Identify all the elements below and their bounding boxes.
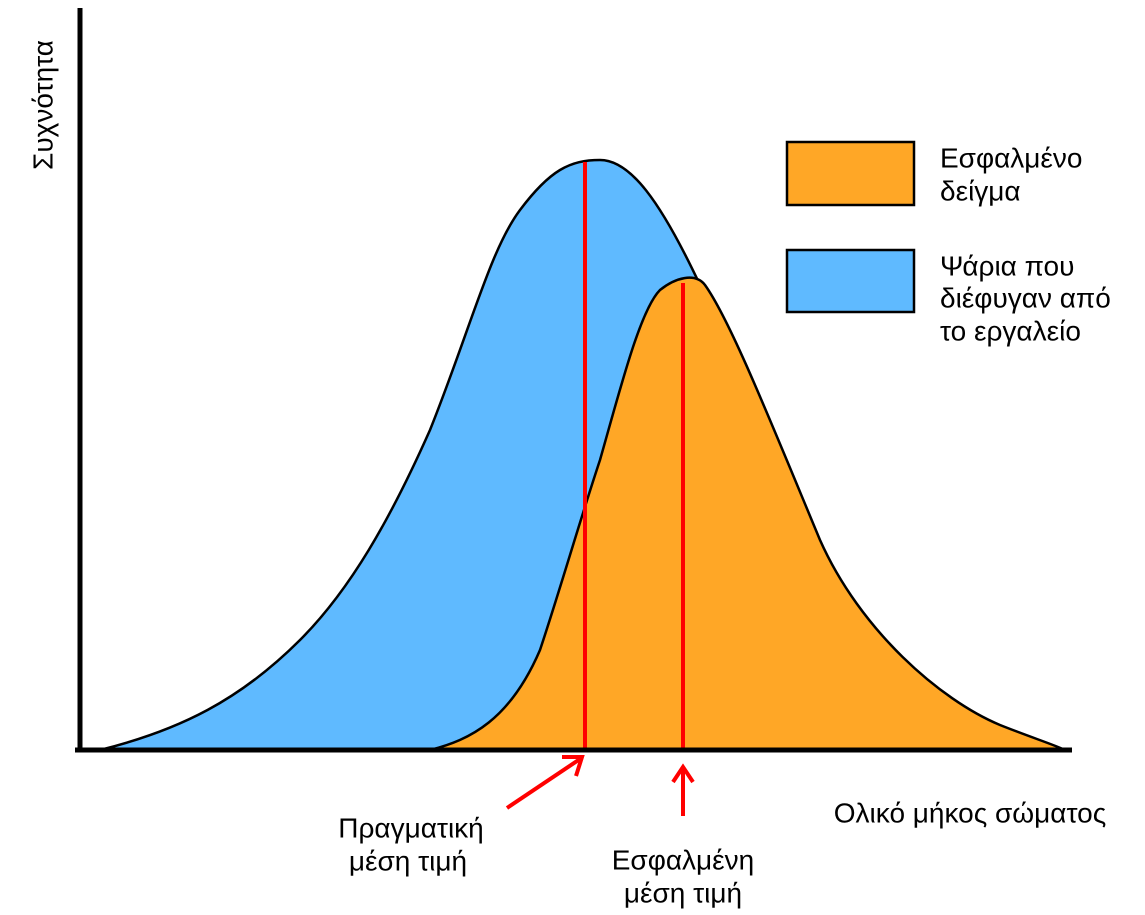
biased-mean-arrow (671, 763, 695, 816)
annotation: μέση τιμή (624, 877, 742, 908)
legend-label: διέφυγαν από (940, 282, 1111, 313)
legend-label: το εργαλείο (940, 315, 1081, 346)
annotation: μέση τιμή (349, 845, 467, 876)
legend-label: Εσφαλμένο (940, 142, 1083, 173)
legend-swatch-escaped (785, 248, 916, 314)
legend-label: Ψάρια που (940, 250, 1074, 281)
y-axis-label: Συχνότητα (27, 40, 58, 170)
true-mean-arrow (505, 755, 585, 810)
legend-label: δείγμα (940, 175, 1021, 206)
legend-swatch-biased (785, 140, 916, 207)
biased-sample-curve (429, 276, 1066, 752)
annotation: Πραγματική (338, 812, 484, 843)
x-axis-label: Ολικό μήκος σώματος (834, 797, 1106, 828)
annotation: Εσφαλμένη (612, 844, 755, 875)
